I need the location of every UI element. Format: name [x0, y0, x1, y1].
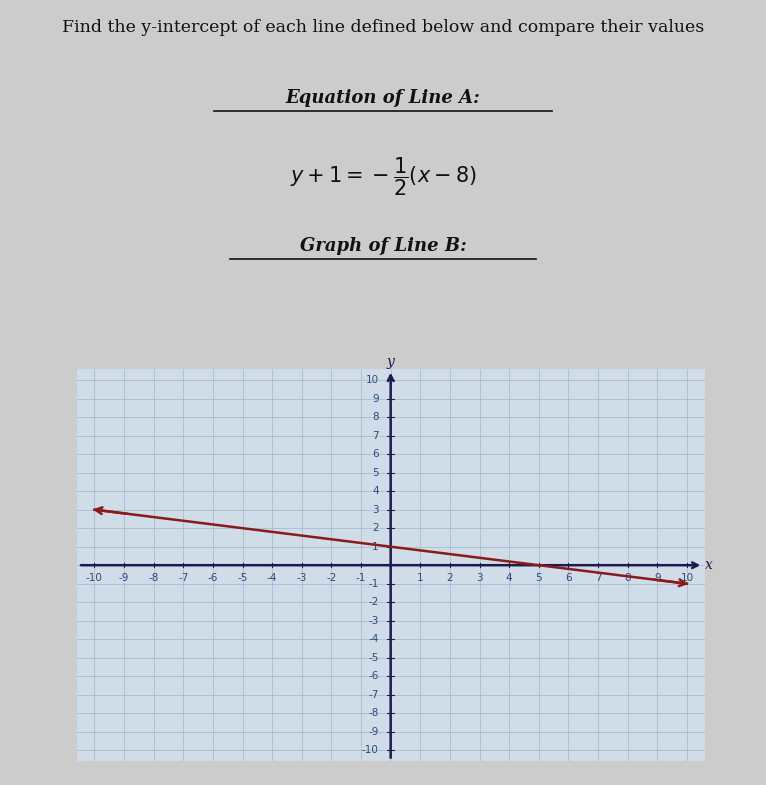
Text: -5: -5: [368, 653, 379, 663]
Text: 7: 7: [372, 431, 379, 440]
Text: 3: 3: [476, 572, 483, 582]
Text: -10: -10: [362, 745, 379, 755]
Text: -5: -5: [237, 572, 247, 582]
Text: 1: 1: [372, 542, 379, 552]
Text: 4: 4: [372, 486, 379, 496]
Text: 9: 9: [654, 572, 660, 582]
Text: 5: 5: [372, 468, 379, 477]
Text: -8: -8: [368, 708, 379, 718]
Text: Find the y-intercept of each line defined below and compare their values: Find the y-intercept of each line define…: [62, 19, 704, 36]
Text: 6: 6: [565, 572, 571, 582]
Text: -9: -9: [119, 572, 129, 582]
Text: -10: -10: [86, 572, 103, 582]
Text: -7: -7: [368, 690, 379, 699]
Text: 10: 10: [365, 375, 379, 385]
Text: -4: -4: [267, 572, 277, 582]
Text: -1: -1: [368, 579, 379, 589]
Text: 8: 8: [372, 412, 379, 422]
Text: Equation of Line A:: Equation of Line A:: [286, 89, 480, 107]
Text: -2: -2: [368, 597, 379, 608]
Text: -3: -3: [368, 615, 379, 626]
Text: -8: -8: [149, 572, 159, 582]
Text: 2: 2: [447, 572, 453, 582]
Text: 4: 4: [506, 572, 512, 582]
Text: Graph of Line B:: Graph of Line B:: [300, 236, 466, 254]
Text: 7: 7: [594, 572, 601, 582]
Text: 6: 6: [372, 449, 379, 459]
Text: 5: 5: [535, 572, 542, 582]
Text: -6: -6: [368, 671, 379, 681]
Text: $y + 1 = -\dfrac{1}{2}(x - 8)$: $y + 1 = -\dfrac{1}{2}(x - 8)$: [290, 155, 476, 198]
Text: -9: -9: [368, 727, 379, 737]
Text: y: y: [387, 355, 394, 369]
Text: -3: -3: [296, 572, 307, 582]
Text: x: x: [705, 558, 713, 572]
Text: 3: 3: [372, 505, 379, 515]
Text: 1: 1: [417, 572, 424, 582]
Text: -6: -6: [208, 572, 218, 582]
Text: 9: 9: [372, 393, 379, 403]
Text: 10: 10: [680, 572, 693, 582]
Text: 8: 8: [624, 572, 631, 582]
Text: 2: 2: [372, 523, 379, 533]
Text: -2: -2: [326, 572, 336, 582]
Text: -1: -1: [356, 572, 366, 582]
Text: -7: -7: [178, 572, 188, 582]
Text: -4: -4: [368, 634, 379, 644]
